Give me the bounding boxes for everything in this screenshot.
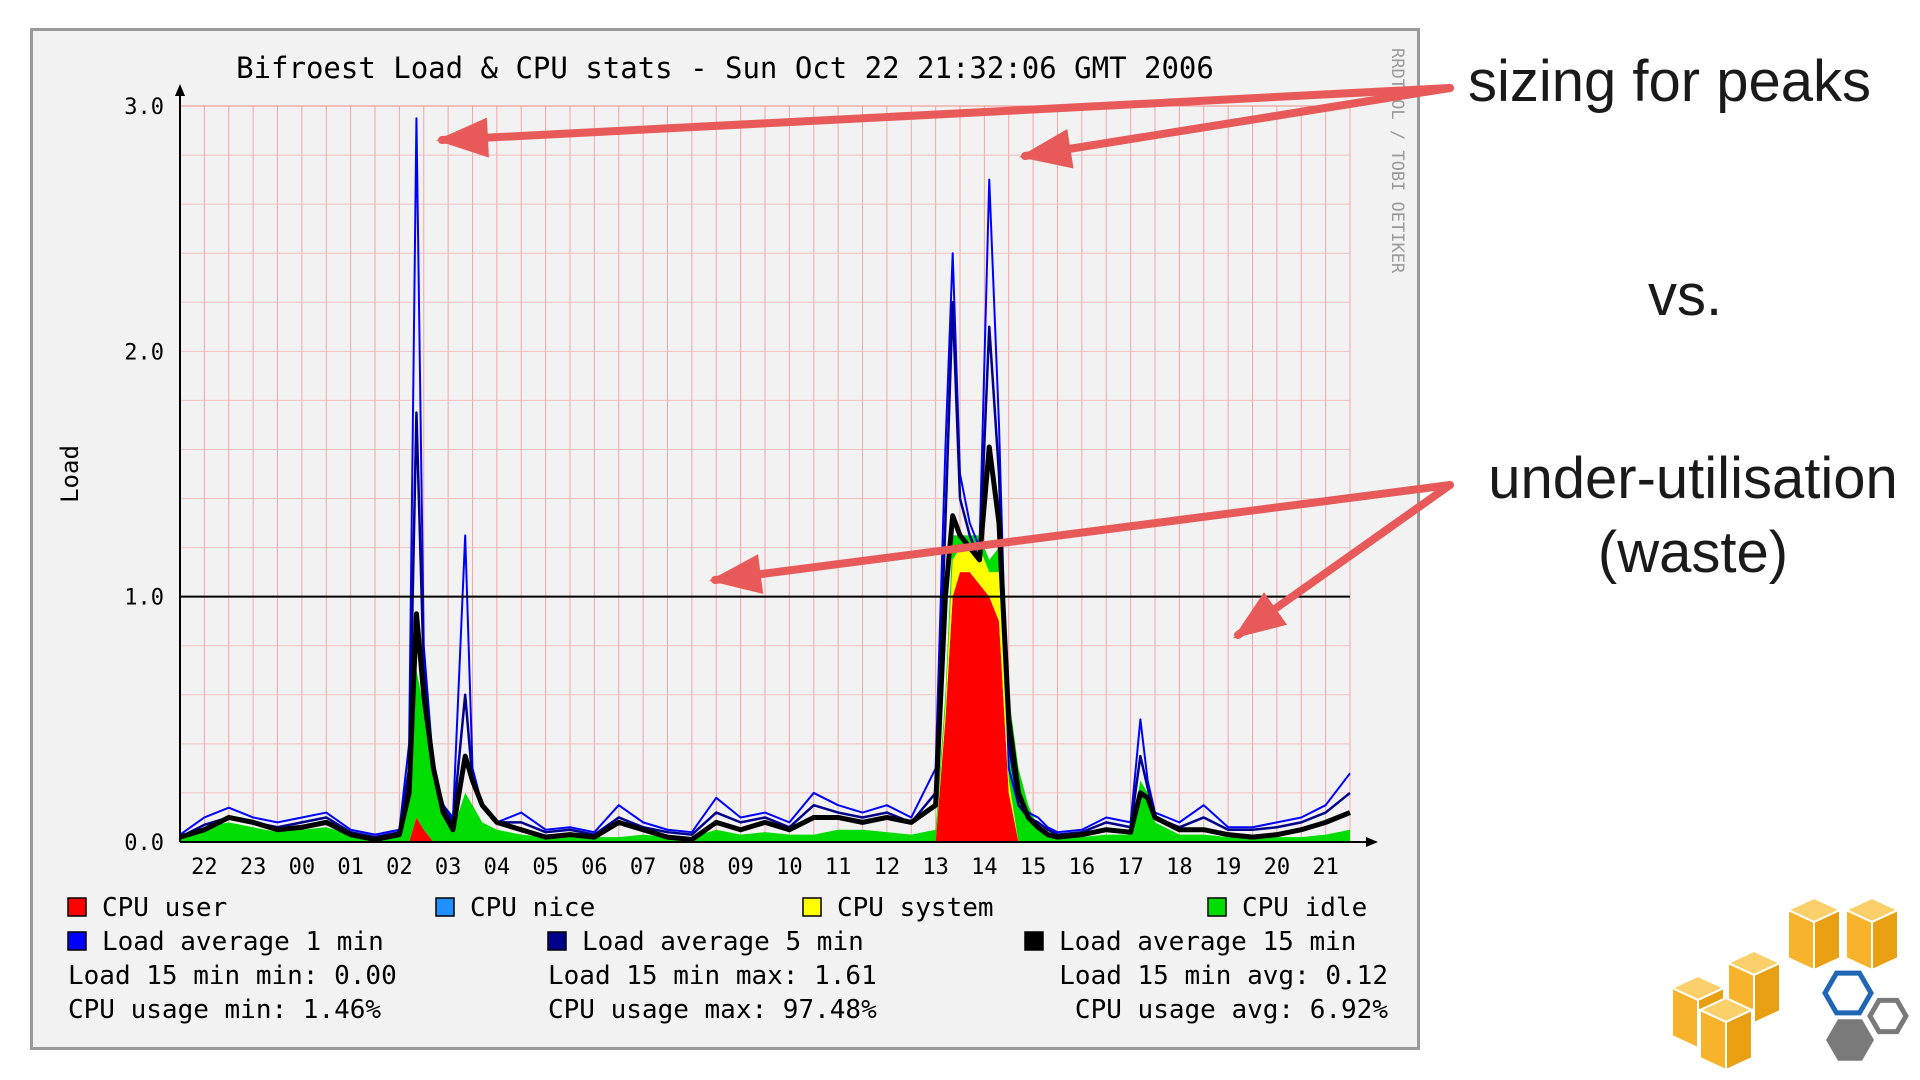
x-tick-label: 18 bbox=[1166, 855, 1193, 880]
y-tick-label: 2.0 bbox=[124, 340, 164, 365]
x-tick-label: 03 bbox=[435, 855, 462, 880]
x-tick-label: 02 bbox=[386, 855, 413, 880]
legend-label: CPU nice bbox=[470, 893, 595, 923]
legend-swatch bbox=[67, 931, 87, 951]
annotation-vs: vs. bbox=[1648, 263, 1723, 328]
legend-label: Load average 1 min bbox=[102, 927, 384, 957]
legend-swatch bbox=[1024, 931, 1044, 951]
logo-cube-2-right bbox=[1871, 908, 1899, 972]
line-load-average-1-min bbox=[179, 117, 1351, 836]
y-tick-label: 1.0 bbox=[124, 586, 164, 611]
arrow-peak-2 bbox=[1021, 84, 1454, 160]
x-tick-label: 12 bbox=[874, 855, 901, 880]
stat-label: CPU usage avg: 6.92% bbox=[1075, 995, 1388, 1025]
x-tick-label: 13 bbox=[922, 855, 949, 880]
x-tick-label: 20 bbox=[1264, 855, 1291, 880]
x-axis-arrow bbox=[1366, 837, 1378, 847]
x-tick-label: 00 bbox=[289, 855, 316, 880]
arrow-peak-1 bbox=[438, 84, 1454, 144]
x-tick-label: 06 bbox=[581, 855, 608, 880]
legend-swatch bbox=[1207, 897, 1227, 917]
x-tick-label: 19 bbox=[1215, 855, 1242, 880]
logo-cube-5-right bbox=[1725, 1008, 1753, 1072]
x-tick-label: 16 bbox=[1069, 855, 1096, 880]
legend-swatch bbox=[802, 897, 822, 917]
stat-label: Load 15 min avg: 0.12 bbox=[1059, 961, 1388, 991]
x-tick-label: 15 bbox=[1020, 855, 1047, 880]
arrow-peak-2-head bbox=[1019, 128, 1074, 169]
x-tick-label: 08 bbox=[679, 855, 706, 880]
arrow-peak-1-head bbox=[436, 117, 489, 158]
legend-label: Load average 15 min bbox=[1059, 927, 1356, 957]
watermark: RRDTOOL / TOBI OETIKER bbox=[1387, 48, 1407, 274]
legend-swatch bbox=[547, 931, 567, 951]
x-tick-label: 05 bbox=[532, 855, 559, 880]
x-tick-label: 09 bbox=[727, 855, 754, 880]
legend-label: CPU system bbox=[837, 893, 994, 923]
chart-panel bbox=[30, 28, 1420, 1050]
legend-label: Load average 5 min bbox=[582, 927, 864, 957]
stat-label: Load 15 min max: 1.61 bbox=[548, 961, 877, 991]
logo-hex-gray bbox=[1826, 1019, 1874, 1061]
stat-label: CPU usage max: 97.48% bbox=[548, 995, 877, 1025]
legend-swatch bbox=[435, 897, 455, 917]
y-tick-label: 3.0 bbox=[124, 95, 164, 120]
annotation-sizing-for-peaks: sizing for peaks bbox=[1468, 49, 1871, 114]
x-tick-label: 11 bbox=[825, 855, 852, 880]
annotation-under-line2: (waste) bbox=[1597, 520, 1789, 585]
annotation-under-utilisation: under-utilisation (waste) bbox=[1468, 442, 1918, 590]
stat-label: Load 15 min min: 0.00 bbox=[68, 961, 397, 991]
x-tick-label: 21 bbox=[1312, 855, 1339, 880]
annotation-under-line1: under-utilisation bbox=[1488, 446, 1898, 511]
y-axis-label: Load bbox=[56, 445, 84, 503]
line-load-average-5-min bbox=[179, 301, 1351, 839]
x-tick-label: 14 bbox=[971, 855, 998, 880]
x-tick-label: 01 bbox=[337, 855, 364, 880]
legend-label: CPU idle bbox=[1242, 893, 1367, 923]
arrow-waste-2-head bbox=[1233, 592, 1288, 639]
x-tick-label: 17 bbox=[1117, 855, 1144, 880]
line-load-average-15-min bbox=[179, 444, 1351, 843]
logo-cube-3-right bbox=[1753, 961, 1781, 1025]
stat-label: CPU usage min: 1.46% bbox=[68, 995, 381, 1025]
x-tick-label: 04 bbox=[484, 855, 511, 880]
chart-title: Bifroest Load & CPU stats - Sun Oct 22 2… bbox=[236, 51, 1214, 85]
logo-hex-blue bbox=[1822, 970, 1874, 1016]
logo-hex-outline bbox=[1867, 997, 1909, 1035]
arrow-waste-1 bbox=[711, 481, 1454, 584]
x-tick-label: 23 bbox=[240, 855, 267, 880]
arrow-waste-1-head bbox=[709, 554, 764, 594]
x-tick-label: 22 bbox=[191, 855, 218, 880]
y-axis-arrow bbox=[175, 84, 185, 96]
logo-cube-1-right bbox=[1813, 908, 1841, 972]
legend-label: CPU user bbox=[102, 893, 227, 923]
x-tick-label: 10 bbox=[776, 855, 803, 880]
y-tick-label: 0.0 bbox=[124, 831, 164, 856]
x-tick-label: 07 bbox=[630, 855, 657, 880]
legend-swatch bbox=[67, 897, 87, 917]
